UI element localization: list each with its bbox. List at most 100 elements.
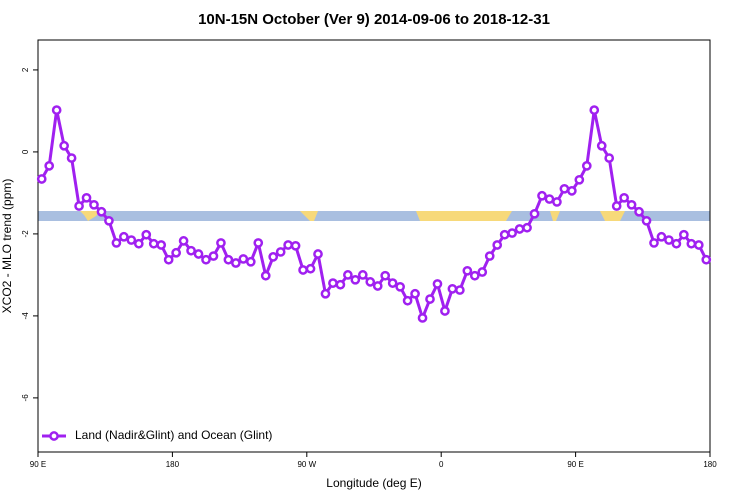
data-point bbox=[163, 254, 174, 265]
data-point bbox=[492, 240, 503, 250]
data-point bbox=[365, 277, 376, 287]
data-point bbox=[537, 190, 547, 201]
data-point bbox=[357, 270, 368, 280]
data-point bbox=[469, 270, 480, 281]
data-point bbox=[499, 229, 510, 240]
data-point bbox=[96, 206, 107, 217]
y-tick-label: 2 bbox=[21, 67, 30, 72]
data-point bbox=[223, 254, 234, 265]
legend-marker bbox=[49, 431, 59, 441]
data-point bbox=[193, 249, 204, 259]
plot-frame bbox=[37, 39, 711, 453]
data-point bbox=[440, 306, 450, 316]
data-point bbox=[529, 208, 540, 219]
data-point bbox=[567, 186, 577, 196]
data-point bbox=[268, 252, 279, 262]
data-point bbox=[51, 105, 62, 115]
data-point bbox=[693, 240, 704, 250]
data-point bbox=[581, 161, 592, 171]
x-tick-label: 90 W bbox=[297, 460, 316, 469]
data-point bbox=[305, 263, 316, 274]
data-point bbox=[133, 238, 144, 249]
data-point bbox=[238, 254, 249, 264]
data-point bbox=[148, 238, 159, 249]
data-point bbox=[514, 224, 525, 234]
data-point bbox=[81, 192, 92, 203]
y-tick-label: -4 bbox=[21, 312, 30, 320]
data-point bbox=[574, 174, 585, 185]
data-point bbox=[387, 278, 398, 288]
data-point bbox=[455, 285, 465, 295]
data-point bbox=[664, 235, 674, 245]
data-point bbox=[350, 274, 361, 285]
data-point bbox=[641, 215, 652, 226]
data-point bbox=[171, 247, 181, 258]
data-point bbox=[417, 313, 428, 323]
data-point bbox=[372, 281, 383, 291]
data-point bbox=[245, 256, 256, 267]
data-point bbox=[410, 288, 420, 299]
data-point bbox=[656, 231, 667, 242]
data-point bbox=[395, 281, 405, 292]
data-point bbox=[335, 279, 346, 290]
data-point bbox=[671, 238, 682, 249]
legend-label: Land (Nadir&Glint) and Ocean (Glint) bbox=[75, 428, 272, 442]
data-point bbox=[343, 270, 353, 280]
data-point bbox=[156, 240, 167, 250]
data-point bbox=[552, 197, 562, 207]
x-tick-label: 90 E bbox=[30, 460, 46, 469]
data-point bbox=[283, 240, 293, 250]
data-point bbox=[208, 251, 219, 261]
data-point bbox=[507, 228, 517, 238]
x-tick-label: 0 bbox=[439, 460, 444, 469]
data-point bbox=[216, 238, 226, 248]
data-point bbox=[634, 206, 644, 217]
data-point bbox=[313, 249, 323, 259]
data-point bbox=[447, 283, 458, 294]
data-point bbox=[104, 215, 114, 226]
data-point bbox=[178, 236, 189, 246]
ocean-band bbox=[38, 211, 710, 221]
data-point bbox=[126, 235, 137, 245]
data-point bbox=[380, 270, 391, 281]
y-axis-label: XCO2 - MLO trend (ppm) bbox=[0, 179, 14, 314]
data-point bbox=[275, 247, 286, 257]
data-point bbox=[44, 161, 55, 171]
data-point bbox=[425, 294, 435, 304]
data-point bbox=[260, 270, 271, 281]
data-point bbox=[432, 279, 443, 289]
x-tick-label: 90 E bbox=[567, 460, 583, 469]
data-point bbox=[298, 265, 308, 275]
data-point bbox=[522, 222, 532, 233]
data-point bbox=[619, 192, 629, 203]
data-point bbox=[253, 238, 264, 248]
data-point bbox=[89, 199, 99, 210]
data-point bbox=[649, 238, 659, 248]
data-point bbox=[462, 265, 473, 276]
data-point bbox=[679, 229, 689, 240]
data-point bbox=[36, 174, 47, 184]
data-point bbox=[596, 140, 607, 151]
data-point bbox=[66, 153, 77, 163]
y-tick-label: 0 bbox=[21, 149, 30, 154]
data-point bbox=[74, 201, 84, 211]
x-tick-label: 180 bbox=[166, 460, 180, 469]
data-point bbox=[328, 278, 338, 288]
data-point bbox=[686, 238, 697, 249]
data-point bbox=[141, 229, 152, 240]
data-point bbox=[111, 238, 122, 248]
data-point bbox=[402, 295, 413, 306]
data-point bbox=[484, 251, 495, 261]
data-point bbox=[626, 199, 637, 210]
data-point bbox=[320, 288, 331, 299]
x-axis-label: Longitude (deg E) bbox=[326, 476, 421, 490]
data-point bbox=[589, 105, 600, 115]
y-tick-label: -6 bbox=[21, 394, 30, 402]
data-point bbox=[290, 240, 301, 251]
data-point bbox=[231, 258, 241, 268]
y-tick-label: -2 bbox=[21, 230, 30, 238]
data-point bbox=[701, 254, 712, 265]
chart-title: 10N-15N October (Ver 9) 2014-09-06 to 20… bbox=[198, 11, 550, 28]
